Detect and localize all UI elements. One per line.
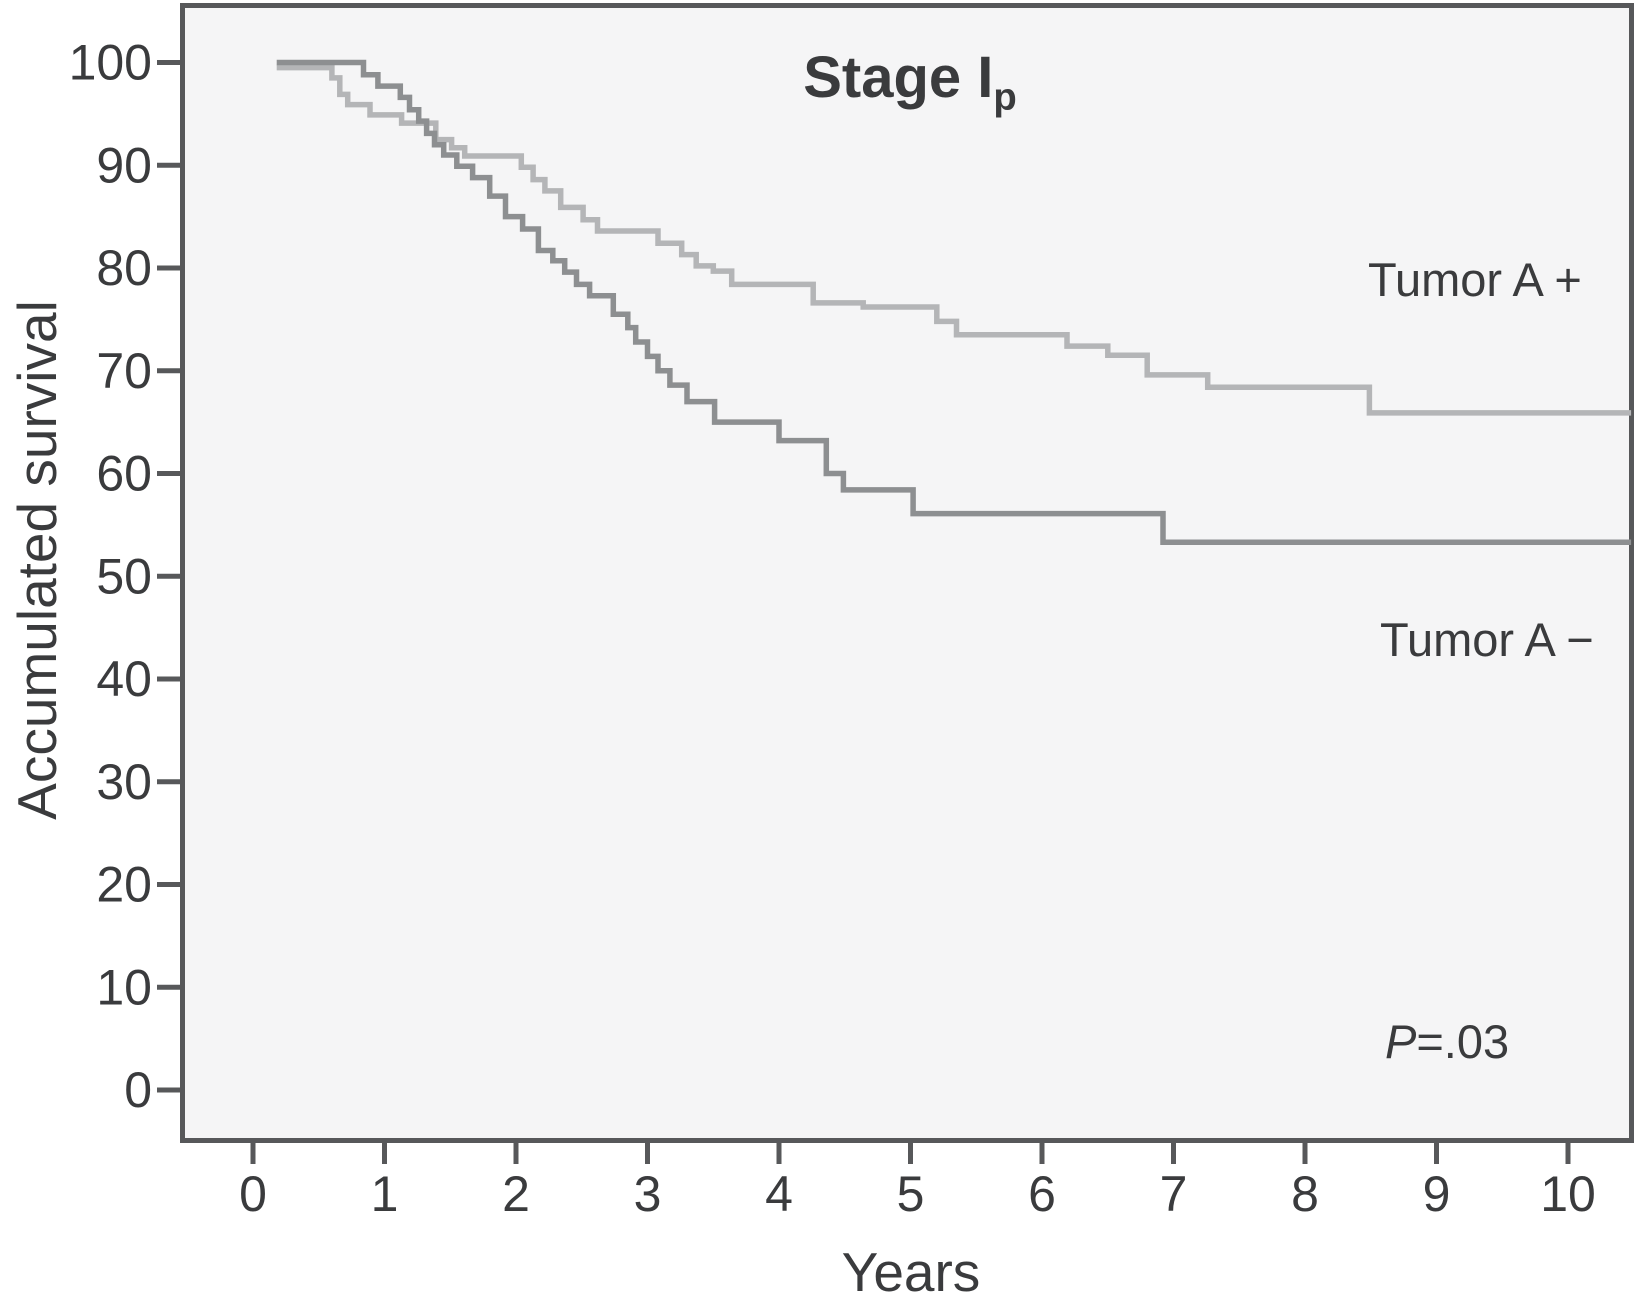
axis-ticks xyxy=(157,60,1571,1164)
x-tick-label: 9 xyxy=(1423,1166,1451,1222)
y-tick-label: 50 xyxy=(96,548,152,604)
x-tick-label: 3 xyxy=(634,1166,662,1222)
p-value-annotation: P=.03 xyxy=(1385,1014,1509,1069)
plot-frame xyxy=(180,3,1634,1143)
series-label-tumor-a-plus: Tumor A + xyxy=(1368,253,1582,306)
x-tick-label: 7 xyxy=(1160,1166,1188,1222)
y-tick-label: 10 xyxy=(96,959,152,1015)
x-axis-title: Years xyxy=(841,1241,981,1303)
survival-curve-tumor-a-plus xyxy=(276,64,1632,416)
x-tick-label: 10 xyxy=(1540,1166,1596,1222)
x-tick-label: 8 xyxy=(1291,1166,1319,1222)
y-tick-label: 30 xyxy=(96,754,152,810)
y-tick-label: 80 xyxy=(96,240,152,296)
x-tick-label: 0 xyxy=(239,1166,267,1222)
y-tick-label: 100 xyxy=(69,35,152,91)
x-tick-label: 4 xyxy=(765,1166,793,1222)
p-value-symbol: P xyxy=(1385,1015,1417,1068)
x-tick-label: 2 xyxy=(502,1166,530,1222)
y-tick-label: 70 xyxy=(96,343,152,399)
axis-tick-labels: 0 10 20 30 40 50 60 70 80 90 100 0 1 2 3 4 5 6 7 8 9 10 xyxy=(69,35,1596,1223)
y-tick-label: 40 xyxy=(96,651,152,707)
y-tick-label: 0 xyxy=(124,1062,152,1118)
chart-title-text: Stage I xyxy=(803,45,994,110)
x-tick-label: 5 xyxy=(897,1166,925,1222)
survival-curve-tumor-a-minus xyxy=(276,59,1632,546)
y-tick-label: 90 xyxy=(96,137,152,193)
x-tick-label: 1 xyxy=(371,1166,399,1222)
y-tick-label: 20 xyxy=(96,857,152,913)
y-axis-title: Accumulated survival xyxy=(6,300,68,820)
chart-title-subscript: p xyxy=(993,75,1017,119)
p-value-number: =.03 xyxy=(1416,1015,1510,1068)
y-tick-label: 60 xyxy=(96,446,152,502)
series-label-tumor-a-minus: Tumor A − xyxy=(1380,613,1594,666)
chart-title: Stage Ip xyxy=(803,44,1017,116)
x-tick-label: 6 xyxy=(1028,1166,1056,1222)
